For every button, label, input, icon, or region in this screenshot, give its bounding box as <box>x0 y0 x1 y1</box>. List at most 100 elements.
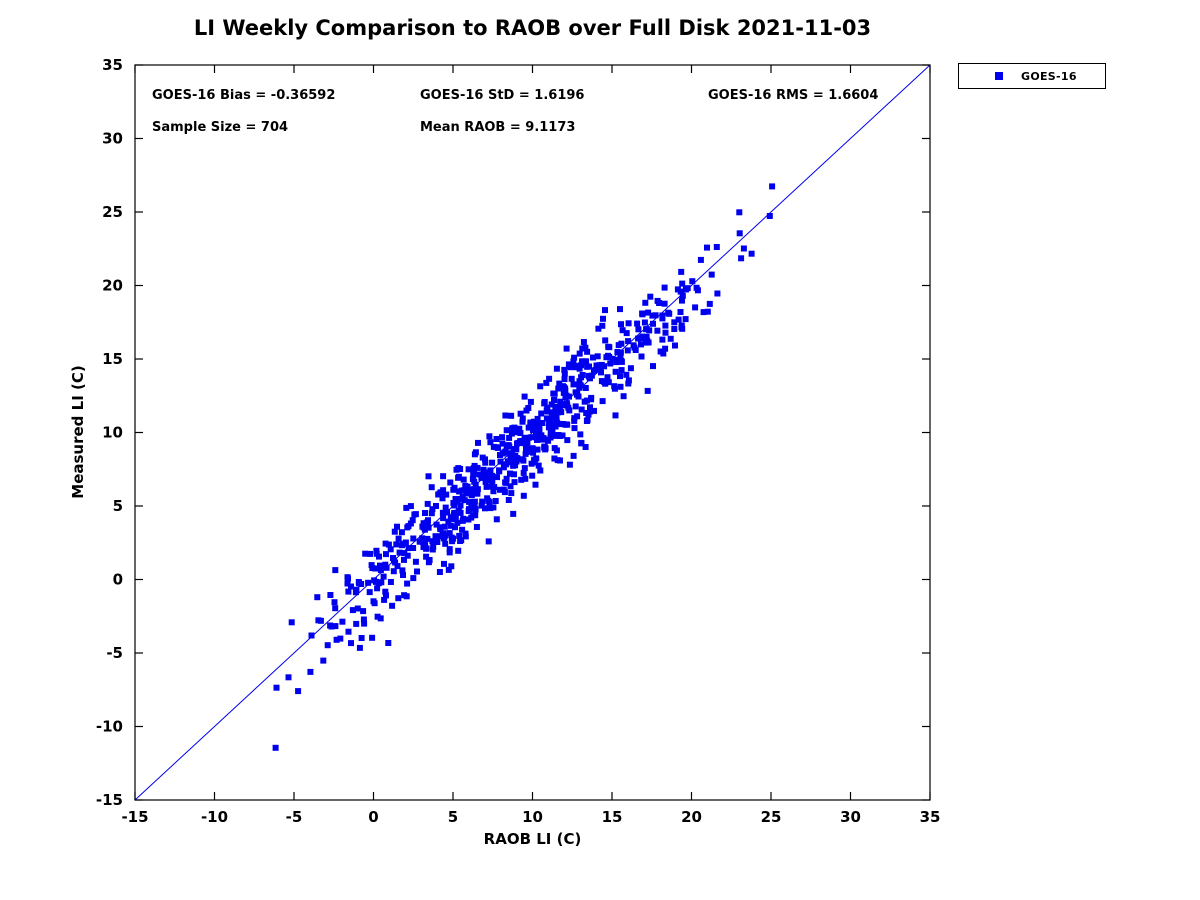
data-point <box>625 380 632 387</box>
data-point <box>537 383 544 390</box>
data-point <box>537 467 544 474</box>
data-point <box>524 440 531 447</box>
data-point <box>708 271 715 278</box>
data-point <box>409 517 416 524</box>
data-point <box>769 183 776 190</box>
data-point <box>679 280 686 287</box>
data-point <box>404 552 411 559</box>
data-point <box>377 567 384 573</box>
data-point <box>509 425 516 432</box>
data-point <box>529 445 536 452</box>
data-point <box>433 521 440 528</box>
data-point <box>468 502 475 509</box>
data-point <box>605 343 612 350</box>
data-point <box>503 443 510 450</box>
data-point <box>541 443 548 450</box>
data-point <box>426 557 433 563</box>
data-point <box>689 278 696 285</box>
data-point <box>440 515 447 522</box>
data-point <box>503 475 510 482</box>
data-point <box>639 311 646 318</box>
data-point <box>649 312 656 319</box>
data-point <box>404 524 411 531</box>
data-point <box>644 387 651 394</box>
data-point <box>273 684 280 691</box>
data-point <box>748 250 755 257</box>
data-point <box>677 309 684 315</box>
data-point <box>457 502 464 509</box>
data-point <box>458 487 465 494</box>
data-point <box>453 466 460 473</box>
data-point <box>485 538 492 545</box>
data-point <box>482 505 488 512</box>
data-point <box>645 309 652 316</box>
data-point <box>497 458 504 465</box>
x-tick-label: -5 <box>286 808 303 826</box>
data-point <box>371 577 378 584</box>
data-point <box>508 412 515 419</box>
data-point <box>332 605 339 612</box>
data-point <box>618 321 624 328</box>
data-point <box>641 319 648 326</box>
data-point <box>570 358 577 365</box>
data-point <box>468 492 475 498</box>
data-point <box>370 598 377 605</box>
data-point <box>671 319 678 326</box>
data-point <box>583 397 590 404</box>
y-tick-label: 30 <box>102 130 123 148</box>
data-point <box>451 484 458 491</box>
data-point <box>602 380 609 387</box>
data-point <box>447 514 454 521</box>
data-point <box>571 354 578 361</box>
data-point <box>401 550 408 557</box>
data-point <box>478 502 485 509</box>
data-point <box>570 381 577 388</box>
data-point <box>529 472 536 479</box>
data-point <box>609 355 616 362</box>
data-point <box>356 644 363 651</box>
y-tick-label: 10 <box>102 424 123 442</box>
data-point <box>362 550 369 557</box>
data-point <box>399 542 405 549</box>
data-point <box>638 353 645 360</box>
scatter-points <box>272 183 776 751</box>
data-point <box>396 549 403 556</box>
data-point <box>671 326 678 332</box>
data-point <box>420 520 427 527</box>
data-point <box>360 608 367 615</box>
data-point <box>485 497 492 504</box>
data-point <box>485 470 492 477</box>
data-point <box>576 378 583 385</box>
data-point <box>420 524 427 531</box>
data-point <box>635 335 642 342</box>
data-point <box>611 385 618 392</box>
data-point <box>532 481 539 488</box>
data-point <box>590 367 597 374</box>
data-point <box>563 392 570 399</box>
data-point <box>314 594 321 601</box>
data-point <box>672 342 678 349</box>
legend-marker-icon <box>995 72 1003 80</box>
data-point <box>401 556 407 563</box>
data-point <box>738 255 745 262</box>
data-point <box>661 300 668 307</box>
data-point <box>447 522 454 529</box>
data-point <box>523 407 530 414</box>
data-point <box>451 502 458 509</box>
data-point <box>740 245 747 252</box>
data-point <box>594 353 601 360</box>
data-point <box>455 547 462 554</box>
data-point <box>599 398 606 405</box>
data-point <box>400 572 406 578</box>
data-point <box>513 446 520 453</box>
data-point <box>512 453 519 459</box>
data-point <box>483 474 490 481</box>
data-point <box>490 443 497 450</box>
data-point <box>697 256 704 263</box>
data-point <box>515 439 522 446</box>
data-point <box>348 640 354 647</box>
data-point <box>446 546 453 553</box>
data-point <box>410 545 417 551</box>
data-point <box>445 566 452 573</box>
data-point <box>387 546 394 553</box>
